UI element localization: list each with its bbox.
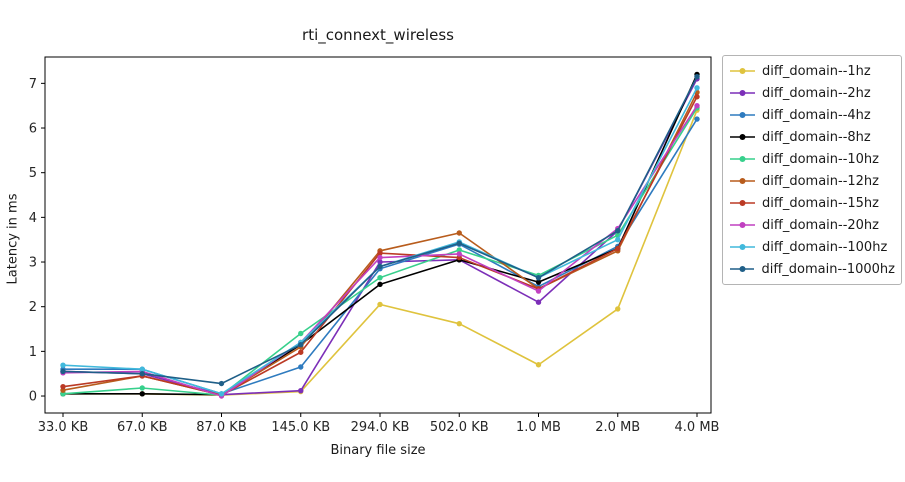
series-marker-diff_domain--2hz bbox=[535, 299, 542, 305]
legend-marker-icon bbox=[730, 68, 755, 74]
x-tick-label: 145.0 KB bbox=[271, 420, 330, 435]
series-marker-diff_domain--12hz bbox=[456, 230, 462, 236]
series-marker-diff_domain--15hz bbox=[377, 250, 383, 256]
x-tick-label: 33.0 KB bbox=[38, 420, 89, 435]
legend-label: diff_domain--1hz bbox=[762, 63, 871, 79]
series-marker-diff_domain--100hz bbox=[60, 362, 66, 368]
series-marker-diff_domain--1000hz bbox=[60, 368, 66, 375]
series-marker-diff_domain--1hz bbox=[456, 320, 462, 327]
legend-item-diff_domain--2hz: diff_domain--2hz bbox=[730, 82, 895, 104]
legend-item-diff_domain--12hz: diff_domain--12hz bbox=[730, 170, 895, 192]
x-tick-label: 1.0 MB bbox=[516, 420, 561, 435]
legend-marker-icon bbox=[730, 112, 755, 118]
legend-marker-icon bbox=[730, 244, 755, 250]
series-marker-diff_domain--1000hz bbox=[615, 228, 621, 234]
series-line-diff_domain--1000hz bbox=[62, 76, 698, 385]
legend-item-diff_domain--4hz: diff_domain--4hz bbox=[730, 104, 895, 126]
legend-label: diff_domain--100hz bbox=[762, 239, 888, 255]
x-tick-label: 87.0 KB bbox=[196, 420, 247, 435]
series-marker-diff_domain--1000hz bbox=[694, 73, 700, 80]
series-line-diff_domain--2hz bbox=[62, 78, 698, 396]
series-marker-diff_domain--20hz bbox=[535, 288, 542, 294]
series-marker-diff_domain--15hz bbox=[298, 349, 304, 355]
series-marker-diff_domain--1000hz bbox=[535, 274, 542, 281]
series-marker-diff_domain--20hz bbox=[694, 102, 700, 109]
series-line-diff_domain--8hz bbox=[63, 74, 698, 396]
x-axis-label: Binary file size bbox=[330, 443, 426, 458]
y-tick-label: 3 bbox=[29, 256, 37, 271]
axes-frame bbox=[44, 56, 712, 414]
legend-label: diff_domain--2hz bbox=[762, 85, 871, 101]
series-marker-diff_domain--10hz bbox=[456, 247, 462, 253]
series-marker-diff_domain--20hz bbox=[377, 254, 383, 261]
y-tick-label: 0 bbox=[29, 390, 37, 405]
series-marker-diff_domain--1000hz bbox=[377, 263, 383, 270]
legend-marker-icon bbox=[730, 178, 755, 184]
series-marker-diff_domain--15hz bbox=[615, 245, 621, 252]
legend-item-diff_domain--1hz: diff_domain--1hz bbox=[730, 60, 895, 82]
legend-item-diff_domain--15hz: diff_domain--15hz bbox=[730, 192, 895, 214]
series-marker-diff_domain--10hz bbox=[139, 385, 145, 391]
series-marker-diff_domain--1000hz bbox=[456, 240, 462, 246]
x-tick-label: 502.0 KB bbox=[430, 420, 489, 435]
y-tick-label: 7 bbox=[29, 77, 37, 92]
legend-item-diff_domain--10hz: diff_domain--10hz bbox=[730, 148, 895, 170]
legend-marker-icon bbox=[730, 222, 755, 228]
series-marker-diff_domain--8hz bbox=[377, 281, 383, 288]
series-marker-diff_domain--15hz bbox=[694, 94, 700, 100]
legend-item-diff_domain--8hz: diff_domain--8hz bbox=[730, 126, 895, 148]
legend-label: diff_domain--20hz bbox=[762, 217, 879, 233]
legend-marker-icon bbox=[730, 200, 755, 206]
legend-item-diff_domain--20hz: diff_domain--20hz bbox=[730, 214, 895, 236]
series-marker-diff_domain--10hz bbox=[377, 274, 383, 281]
legend-item-diff_domain--1000hz: diff_domain--1000hz bbox=[730, 258, 895, 280]
legend-item-diff_domain--100hz: diff_domain--100hz bbox=[730, 236, 895, 258]
series-marker-diff_domain--4hz bbox=[694, 116, 700, 122]
legend-label: diff_domain--1000hz bbox=[761, 261, 895, 277]
legend: diff_domain--1hz diff_domain--2hz diff_dom… bbox=[722, 55, 902, 285]
legend-marker-icon bbox=[730, 266, 755, 272]
series-marker-diff_domain--1hz bbox=[377, 301, 383, 308]
series-marker-diff_domain--8hz bbox=[535, 279, 542, 285]
series-marker-diff_domain--1000hz bbox=[218, 380, 225, 387]
series-marker-diff_domain--100hz bbox=[218, 391, 225, 397]
series-marker-diff_domain--1hz bbox=[615, 306, 621, 312]
legend-label: diff_domain--4hz bbox=[762, 107, 871, 123]
legend-marker-icon bbox=[730, 134, 755, 140]
x-tick-label: 294.0 KB bbox=[351, 420, 410, 435]
y-tick-label: 5 bbox=[29, 166, 37, 181]
series-marker-diff_domain--20hz bbox=[456, 251, 462, 257]
legend-marker-icon bbox=[730, 90, 755, 96]
x-tick-label: 2.0 MB bbox=[595, 420, 640, 435]
series-marker-diff_domain--100hz bbox=[694, 85, 700, 91]
series-marker-diff_domain--100hz bbox=[615, 236, 621, 243]
series-marker-diff_domain--8hz bbox=[139, 391, 145, 397]
y-tick-label: 2 bbox=[29, 300, 37, 315]
series-marker-diff_domain--100hz bbox=[139, 366, 145, 372]
y-tick-label: 4 bbox=[29, 211, 37, 226]
legend-marker-icon bbox=[730, 156, 755, 162]
x-tick-label: 67.0 KB bbox=[117, 420, 168, 435]
legend-label: diff_domain--10hz bbox=[762, 151, 879, 167]
x-tick-label: 4.0 MB bbox=[675, 420, 720, 435]
series-marker-diff_domain--15hz bbox=[60, 383, 66, 390]
y-tick-label: 6 bbox=[29, 122, 37, 137]
chart-title: rti_connext_wireless bbox=[302, 26, 454, 44]
series-marker-diff_domain--1000hz bbox=[139, 370, 145, 377]
series-marker-diff_domain--1hz bbox=[535, 362, 542, 368]
series-marker-diff_domain--10hz bbox=[298, 330, 304, 337]
legend-label: diff_domain--8hz bbox=[762, 129, 871, 145]
y-tick-label: 1 bbox=[29, 345, 37, 360]
legend-label: diff_domain--12hz bbox=[762, 173, 879, 189]
series-marker-diff_domain--4hz bbox=[298, 364, 304, 370]
legend-label: diff_domain--15hz bbox=[762, 195, 879, 211]
series-marker-diff_domain--2hz bbox=[377, 259, 383, 265]
series-marker-diff_domain--2hz bbox=[298, 387, 304, 394]
series-marker-diff_domain--1000hz bbox=[298, 341, 304, 348]
